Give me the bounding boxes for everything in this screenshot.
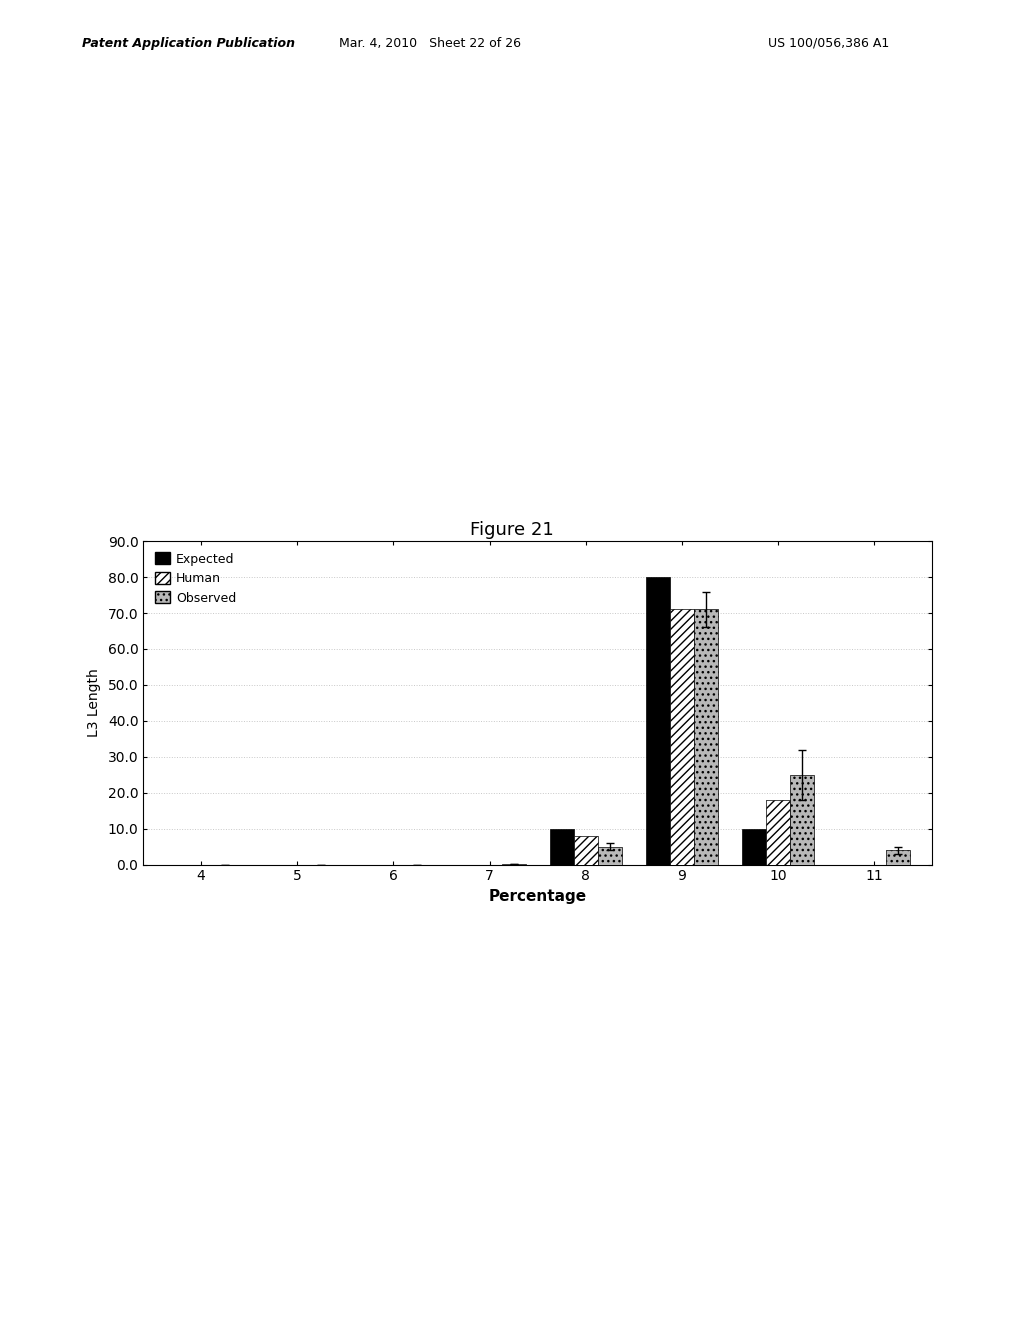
Bar: [573, 836, 598, 865]
Bar: [790, 775, 814, 865]
Y-axis label: L3 Length: L3 Length: [87, 668, 100, 738]
Text: Figure 21: Figure 21: [470, 521, 554, 540]
Text: Mar. 4, 2010   Sheet 22 of 26: Mar. 4, 2010 Sheet 22 of 26: [339, 37, 521, 50]
Bar: [886, 850, 910, 865]
Text: US 100/056,386 A1: US 100/056,386 A1: [768, 37, 889, 50]
Bar: [742, 829, 766, 865]
X-axis label: Percentage: Percentage: [488, 888, 587, 904]
Bar: [766, 800, 790, 865]
Bar: [670, 610, 694, 865]
Bar: [598, 846, 622, 865]
Bar: [694, 610, 718, 865]
Bar: [550, 829, 573, 865]
Legend: Expected, Human, Observed: Expected, Human, Observed: [150, 548, 241, 610]
Bar: [646, 577, 670, 865]
Text: Patent Application Publication: Patent Application Publication: [82, 37, 295, 50]
